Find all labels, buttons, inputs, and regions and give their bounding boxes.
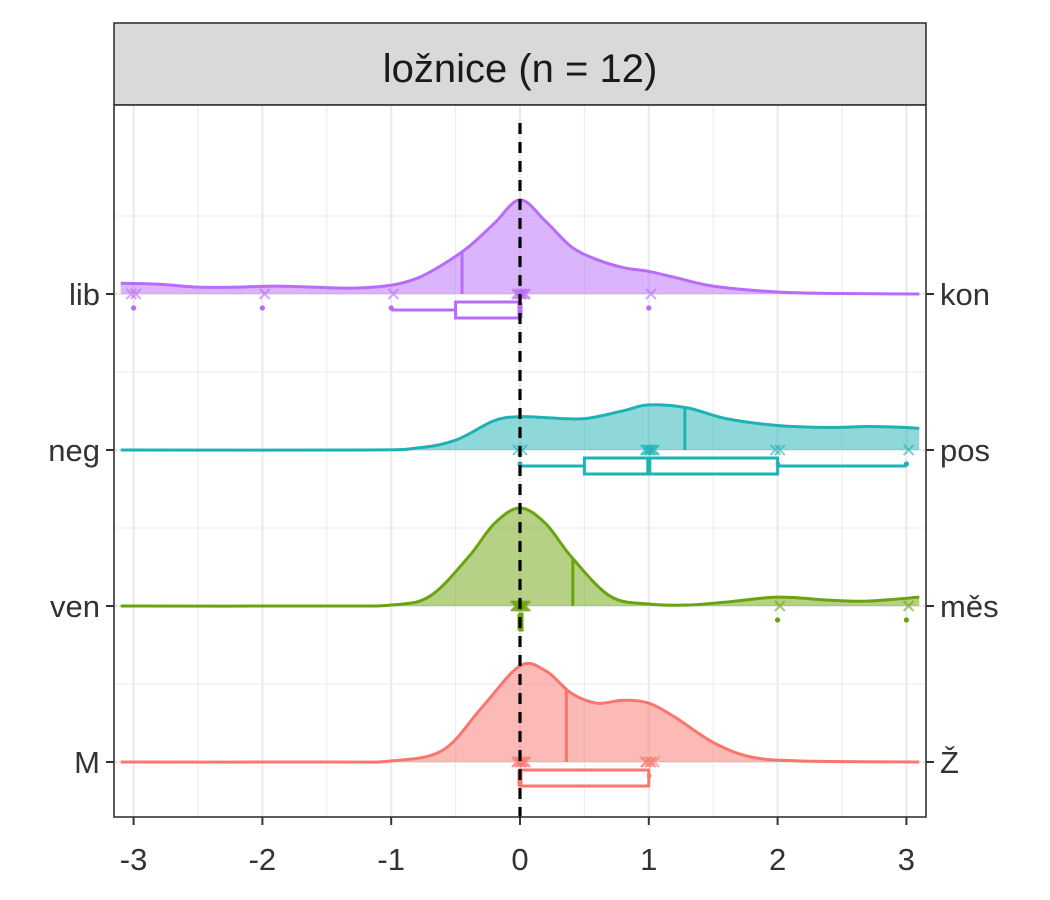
y-label-left: lib	[69, 277, 100, 312]
data-point	[645, 288, 657, 300]
data-point	[387, 288, 400, 300]
data-point	[125, 288, 138, 300]
y-label-left: neg	[48, 433, 100, 468]
y-label-left: M	[74, 745, 100, 780]
density-curve	[120, 403, 920, 452]
facet-title: ložnice (n = 12)	[383, 47, 658, 91]
data-dot	[903, 617, 910, 623]
x-tick-label: 3	[898, 842, 915, 877]
x-tick-label: -2	[249, 842, 277, 877]
data-point	[639, 756, 652, 768]
data-point	[644, 756, 656, 768]
density-curve	[120, 198, 920, 296]
x-tick-label: 1	[640, 842, 657, 877]
data-point	[769, 444, 782, 456]
data-point	[258, 288, 271, 300]
data-point	[774, 444, 786, 456]
data-point	[902, 600, 915, 612]
data-point	[514, 756, 526, 768]
x-tick-label: -1	[377, 842, 405, 877]
data-dot	[646, 305, 652, 311]
box	[454, 300, 522, 320]
data-dot	[259, 305, 265, 311]
density-curve	[120, 661, 920, 764]
box	[582, 456, 780, 476]
x-tick-label: -3	[120, 842, 148, 877]
y-label-left: ven	[50, 589, 100, 624]
x-tick-label: 0	[511, 842, 528, 877]
data-point	[902, 444, 915, 456]
data-dot	[775, 617, 781, 623]
density-curve	[120, 506, 920, 608]
facet-strip	[113, 22, 927, 106]
data-point	[647, 444, 659, 456]
data-point	[130, 288, 142, 300]
x-tick-label: 2	[769, 842, 786, 877]
density-area	[120, 508, 920, 607]
y-label-right: pos	[940, 433, 990, 468]
box	[518, 768, 651, 788]
data-point	[643, 444, 655, 456]
data-point	[648, 756, 661, 768]
data-point	[774, 600, 786, 612]
y-label-right: Ž	[940, 745, 959, 780]
data-dot	[131, 305, 137, 311]
y-label-right: kon	[940, 277, 990, 312]
y-label-right: měs	[940, 589, 999, 624]
